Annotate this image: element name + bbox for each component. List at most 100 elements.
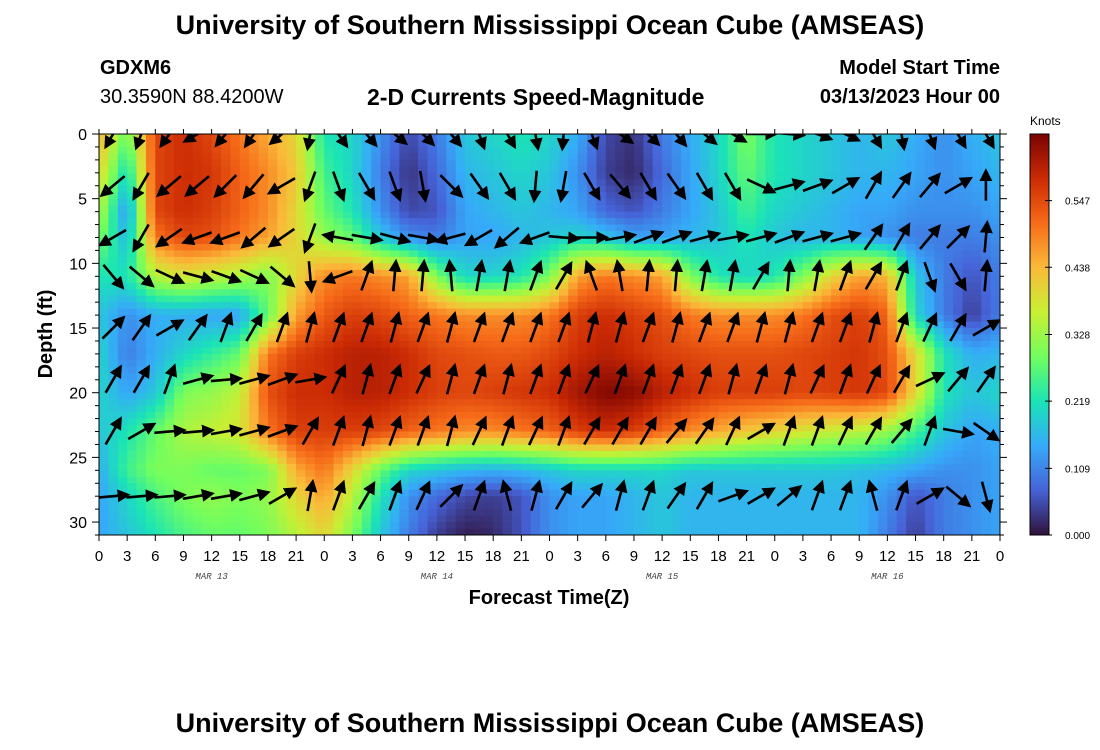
heatmap-cell: [887, 140, 898, 148]
heatmap-cell: [953, 347, 964, 355]
heatmap-cell: [962, 269, 973, 277]
heatmap-cell: [267, 366, 278, 374]
heatmap-cell: [727, 450, 738, 458]
heatmap-cell: [436, 418, 447, 426]
heatmap-cell: [493, 134, 504, 142]
heatmap-cell: [408, 444, 419, 452]
heatmap-cell: [286, 185, 297, 193]
heatmap-cell: [699, 205, 710, 213]
heatmap-cell: [877, 463, 888, 471]
heatmap-cell: [540, 237, 551, 245]
heatmap-cell: [765, 153, 776, 161]
heatmap-cell: [286, 437, 297, 446]
heatmap-cell: [962, 392, 973, 400]
heatmap-cell: [511, 347, 522, 355]
heatmap-cell: [418, 146, 429, 155]
heatmap-cell: [924, 172, 935, 180]
heatmap-cell: [436, 353, 447, 361]
heatmap-cell: [699, 450, 710, 458]
heatmap-cell: [155, 295, 166, 303]
heatmap-cell: [474, 224, 485, 232]
heatmap-cell: [624, 250, 635, 258]
heatmap-cell: [483, 412, 494, 420]
heatmap-cell: [633, 457, 644, 465]
heatmap-cell: [164, 457, 175, 465]
heatmap-cell: [418, 224, 429, 232]
heatmap-cell: [596, 437, 607, 446]
heatmap-cell: [117, 159, 128, 167]
model-start-label: Model Start Time: [839, 57, 1000, 79]
heatmap-cell: [211, 444, 222, 452]
heatmap-cell: [727, 457, 738, 465]
heatmap-cell: [577, 425, 588, 433]
heatmap-cell: [418, 353, 429, 361]
heatmap-cell: [277, 418, 288, 426]
heatmap-cell: [896, 185, 907, 193]
heatmap-cell: [192, 205, 203, 213]
heatmap-cell: [990, 269, 1000, 277]
heatmap-cell: [558, 237, 569, 245]
heatmap-cell: [953, 437, 964, 446]
heatmap-cell: [868, 205, 879, 213]
heatmap-cell: [127, 256, 138, 264]
heatmap-cell: [840, 450, 851, 458]
heatmap-cell: [896, 250, 907, 258]
heatmap-cell: [164, 315, 175, 323]
heatmap-cell: [840, 328, 851, 336]
heatmap-cell: [774, 211, 785, 219]
heatmap-cell: [981, 289, 992, 297]
heatmap-cell: [887, 153, 898, 161]
heatmap-cell: [502, 392, 513, 400]
heatmap-cell: [164, 237, 175, 245]
heatmap-cell: [399, 373, 410, 381]
heatmap-cell: [746, 386, 757, 394]
heatmap-cell: [868, 450, 879, 458]
heatmap-cell: [568, 437, 579, 446]
heatmap-cell: [596, 373, 607, 381]
heatmap-cell: [399, 295, 410, 303]
heatmap-cell: [108, 399, 119, 407]
heatmap-cell: [343, 437, 354, 446]
heatmap-cell: [239, 166, 250, 174]
heatmap-cell: [371, 289, 382, 297]
heatmap-cell: [549, 146, 560, 155]
heatmap-cell: [755, 463, 766, 471]
heatmap-cell: [408, 418, 419, 426]
heatmap-cell: [324, 347, 335, 355]
heatmap-cell: [549, 431, 560, 439]
heatmap-cell: [258, 340, 269, 349]
heatmap-cell: [821, 450, 832, 458]
heatmap-cell: [596, 450, 607, 458]
heatmap-cell: [127, 134, 138, 142]
heatmap-cell: [436, 224, 447, 232]
heatmap-cell: [840, 250, 851, 258]
heatmap-cell: [849, 276, 860, 284]
heatmap-cell: [709, 450, 720, 458]
heatmap-cell: [784, 450, 795, 458]
heatmap-cell: [483, 243, 494, 252]
heatmap-cell: [211, 379, 222, 387]
heatmap-cell: [371, 405, 382, 413]
heatmap-cell: [145, 405, 156, 413]
heatmap-cell: [953, 366, 964, 374]
heatmap-cell: [127, 224, 138, 232]
heatmap-cell: [727, 437, 738, 446]
heatmap-cell: [943, 231, 954, 239]
heatmap-cell: [324, 457, 335, 465]
heatmap-cell: [953, 256, 964, 264]
heatmap-cell: [521, 179, 532, 187]
heatmap-cell: [887, 237, 898, 245]
heatmap-cell: [230, 179, 241, 187]
heatmap-cell: [587, 224, 598, 232]
heatmap-cell: [474, 302, 485, 310]
heatmap-cell: [343, 340, 354, 349]
heatmap-cell: [145, 360, 156, 368]
heatmap-cell: [727, 347, 738, 355]
heatmap-cell: [896, 412, 907, 420]
heatmap-cell: [859, 237, 870, 245]
heatmap-cell: [286, 340, 297, 349]
heatmap-cell: [343, 418, 354, 426]
heatmap-cell: [540, 172, 551, 180]
heatmap-cell: [680, 263, 691, 271]
heatmap-cell: [943, 366, 954, 374]
